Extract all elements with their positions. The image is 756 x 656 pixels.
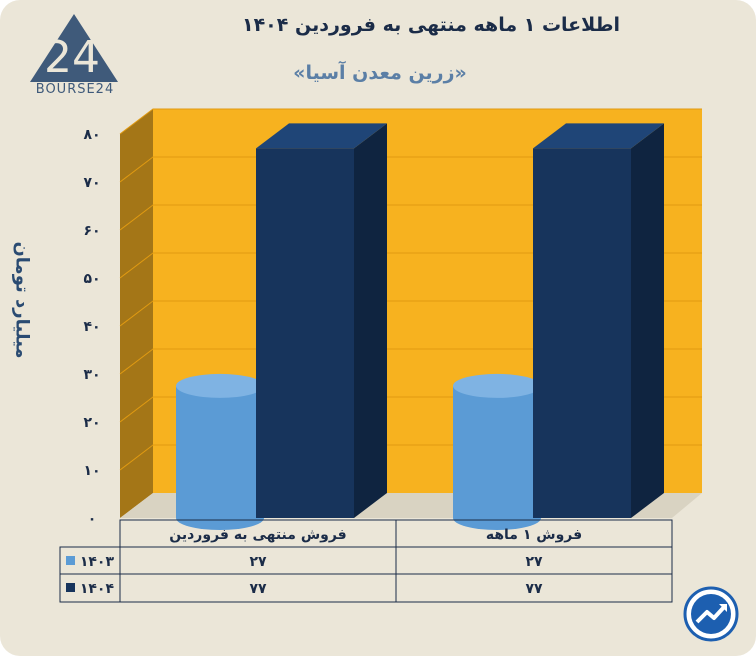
legend-swatch <box>66 556 75 565</box>
y-tick-label: ۱۰ <box>83 463 100 479</box>
bar-1404-side <box>354 123 387 519</box>
legend-label: ۱۴۰۳ <box>80 554 115 570</box>
bar-1404-top <box>256 123 387 149</box>
y-tick-label: ۸۰ <box>83 127 100 143</box>
gridline <box>119 108 702 135</box>
legend-swatch <box>66 583 75 592</box>
y-tick-label: ۲۰ <box>83 415 100 431</box>
y-tick-label: ۵۰ <box>83 271 100 287</box>
y-tick-label: ۷۰ <box>83 175 100 191</box>
legend-label: ۱۴۰۴ <box>80 581 115 597</box>
bar-1403-body <box>453 385 541 530</box>
category-label: فروش ۱ ماهه <box>486 527 582 543</box>
gridline <box>119 300 702 327</box>
chart-title: اطلاعات ۱ ماهه منتهی به فروردین ۱۴۰۴ <box>241 14 620 36</box>
data-value: ۷۷ <box>525 581 543 597</box>
bourse24-logo-icon: 24 <box>30 14 118 83</box>
bar-1403-top <box>176 373 264 398</box>
y-tick-label: ۰ <box>88 511 97 527</box>
logo-text: BOURSE24 <box>35 82 115 97</box>
gridline <box>119 156 702 183</box>
y-tick-label: ۴۰ <box>83 319 100 335</box>
bar-1404-front <box>256 148 354 518</box>
chart-subtitle: «زرین معدن آسیا» <box>293 62 467 84</box>
category-label: فروش منتهی به فروردین <box>169 527 346 543</box>
bar-1403-top <box>453 373 541 398</box>
bar-1404-side <box>631 123 664 519</box>
data-value: ۲۷ <box>525 554 543 570</box>
data-value: ۲۷ <box>249 554 267 570</box>
data-value: ۷۷ <box>249 581 267 597</box>
gridline <box>119 252 702 279</box>
bar-1404-top <box>533 123 664 149</box>
trend-chart-badge-icon <box>683 586 739 642</box>
bar-1403-body <box>176 385 264 530</box>
gridline <box>119 204 702 231</box>
logo-mark: 24 <box>44 32 100 83</box>
bar-1404-front <box>533 148 631 518</box>
y-tick-label: ۳۰ <box>83 367 100 383</box>
gridline <box>119 348 702 375</box>
y-tick-label: ۶۰ <box>83 223 100 239</box>
